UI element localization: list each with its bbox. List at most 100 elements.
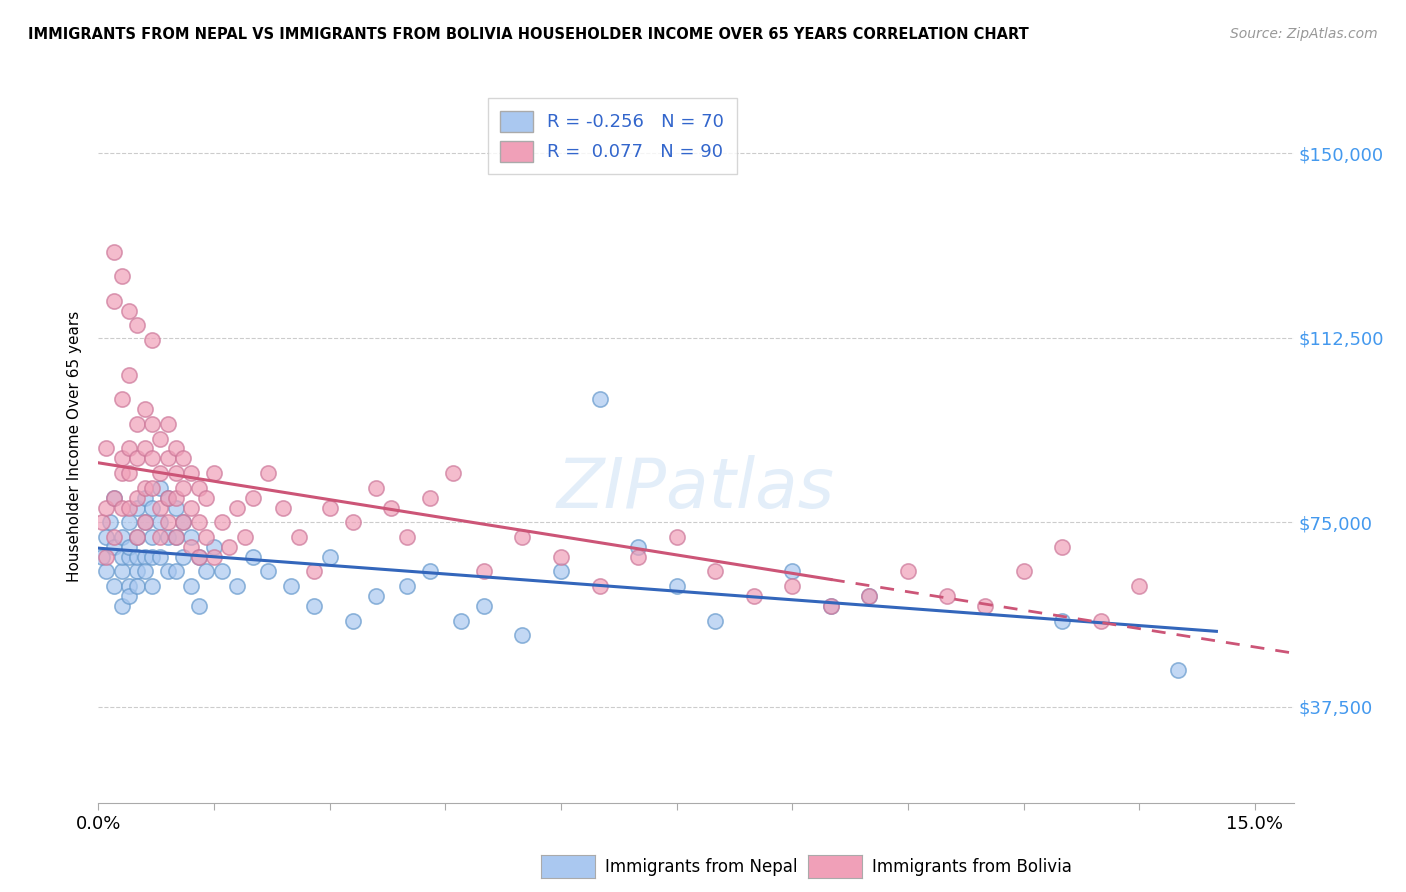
Point xyxy=(118,466,141,480)
Point xyxy=(782,579,804,593)
Point xyxy=(218,540,240,554)
Point xyxy=(704,565,727,579)
Point xyxy=(118,516,141,530)
Point xyxy=(125,451,148,466)
Point xyxy=(202,549,225,564)
Text: ZIPatlas: ZIPatlas xyxy=(557,455,835,523)
Point xyxy=(472,599,495,613)
Point xyxy=(110,466,132,480)
Point xyxy=(149,481,172,495)
Point xyxy=(94,500,117,515)
Point xyxy=(125,491,148,505)
Point xyxy=(134,516,156,530)
Point xyxy=(172,451,194,466)
Point xyxy=(304,599,326,613)
Point xyxy=(395,579,418,593)
Point xyxy=(226,500,249,515)
Point xyxy=(319,500,342,515)
Point xyxy=(242,491,264,505)
Point xyxy=(441,466,464,480)
Point xyxy=(550,549,572,564)
Point xyxy=(134,565,156,579)
Point xyxy=(280,579,302,593)
Point xyxy=(165,491,187,505)
Point xyxy=(342,614,364,628)
Point xyxy=(820,599,842,613)
Point xyxy=(91,549,114,564)
Point xyxy=(118,589,141,603)
Point xyxy=(195,491,218,505)
Point xyxy=(98,516,121,530)
Point xyxy=(94,530,117,544)
Point xyxy=(180,579,202,593)
Text: Immigrants from Nepal: Immigrants from Nepal xyxy=(605,858,797,876)
Point xyxy=(380,500,402,515)
Point xyxy=(110,565,132,579)
Point xyxy=(134,549,156,564)
Point xyxy=(665,530,688,544)
Point xyxy=(141,579,163,593)
Point xyxy=(110,392,132,407)
Point xyxy=(141,549,163,564)
Point xyxy=(141,481,163,495)
Point xyxy=(180,530,202,544)
Point xyxy=(134,481,156,495)
Point xyxy=(419,565,441,579)
Point xyxy=(172,549,194,564)
Point xyxy=(180,500,202,515)
Point xyxy=(395,530,418,544)
Point xyxy=(156,417,179,431)
Text: Immigrants from Bolivia: Immigrants from Bolivia xyxy=(872,858,1071,876)
Point xyxy=(141,530,163,544)
Point xyxy=(304,565,326,579)
Point xyxy=(156,516,179,530)
Point xyxy=(94,442,117,456)
Point xyxy=(125,318,148,333)
Point xyxy=(125,565,148,579)
Point xyxy=(165,530,187,544)
Point xyxy=(935,589,957,603)
Point xyxy=(180,466,202,480)
Point xyxy=(172,516,194,530)
Point xyxy=(211,516,233,530)
Point xyxy=(118,549,141,564)
Point xyxy=(273,500,295,515)
Point xyxy=(125,530,148,544)
Point xyxy=(288,530,311,544)
Point xyxy=(820,599,842,613)
Point xyxy=(588,579,610,593)
Point xyxy=(233,530,256,544)
Point xyxy=(103,579,125,593)
Point xyxy=(974,599,997,613)
Point xyxy=(342,516,364,530)
Point xyxy=(627,540,650,554)
Point xyxy=(627,549,650,564)
Point xyxy=(257,565,280,579)
Point xyxy=(156,451,179,466)
Point xyxy=(897,565,920,579)
Point xyxy=(202,540,225,554)
Point xyxy=(110,451,132,466)
Point xyxy=(149,500,172,515)
Point xyxy=(242,549,264,564)
Point xyxy=(187,481,209,495)
Point xyxy=(149,549,172,564)
Point xyxy=(704,614,727,628)
Point xyxy=(156,565,179,579)
Point xyxy=(588,392,610,407)
Point xyxy=(118,579,141,593)
Point xyxy=(1090,614,1112,628)
Point xyxy=(118,540,141,554)
Point xyxy=(165,466,187,480)
Point xyxy=(187,549,209,564)
Point xyxy=(1167,663,1189,677)
Point xyxy=(125,417,148,431)
Point xyxy=(141,500,163,515)
Point xyxy=(149,432,172,446)
Y-axis label: Householder Income Over 65 years: Householder Income Over 65 years xyxy=(67,310,83,582)
Point xyxy=(165,500,187,515)
Point xyxy=(187,549,209,564)
Point xyxy=(110,500,132,515)
Point xyxy=(1012,565,1035,579)
Point xyxy=(94,565,117,579)
